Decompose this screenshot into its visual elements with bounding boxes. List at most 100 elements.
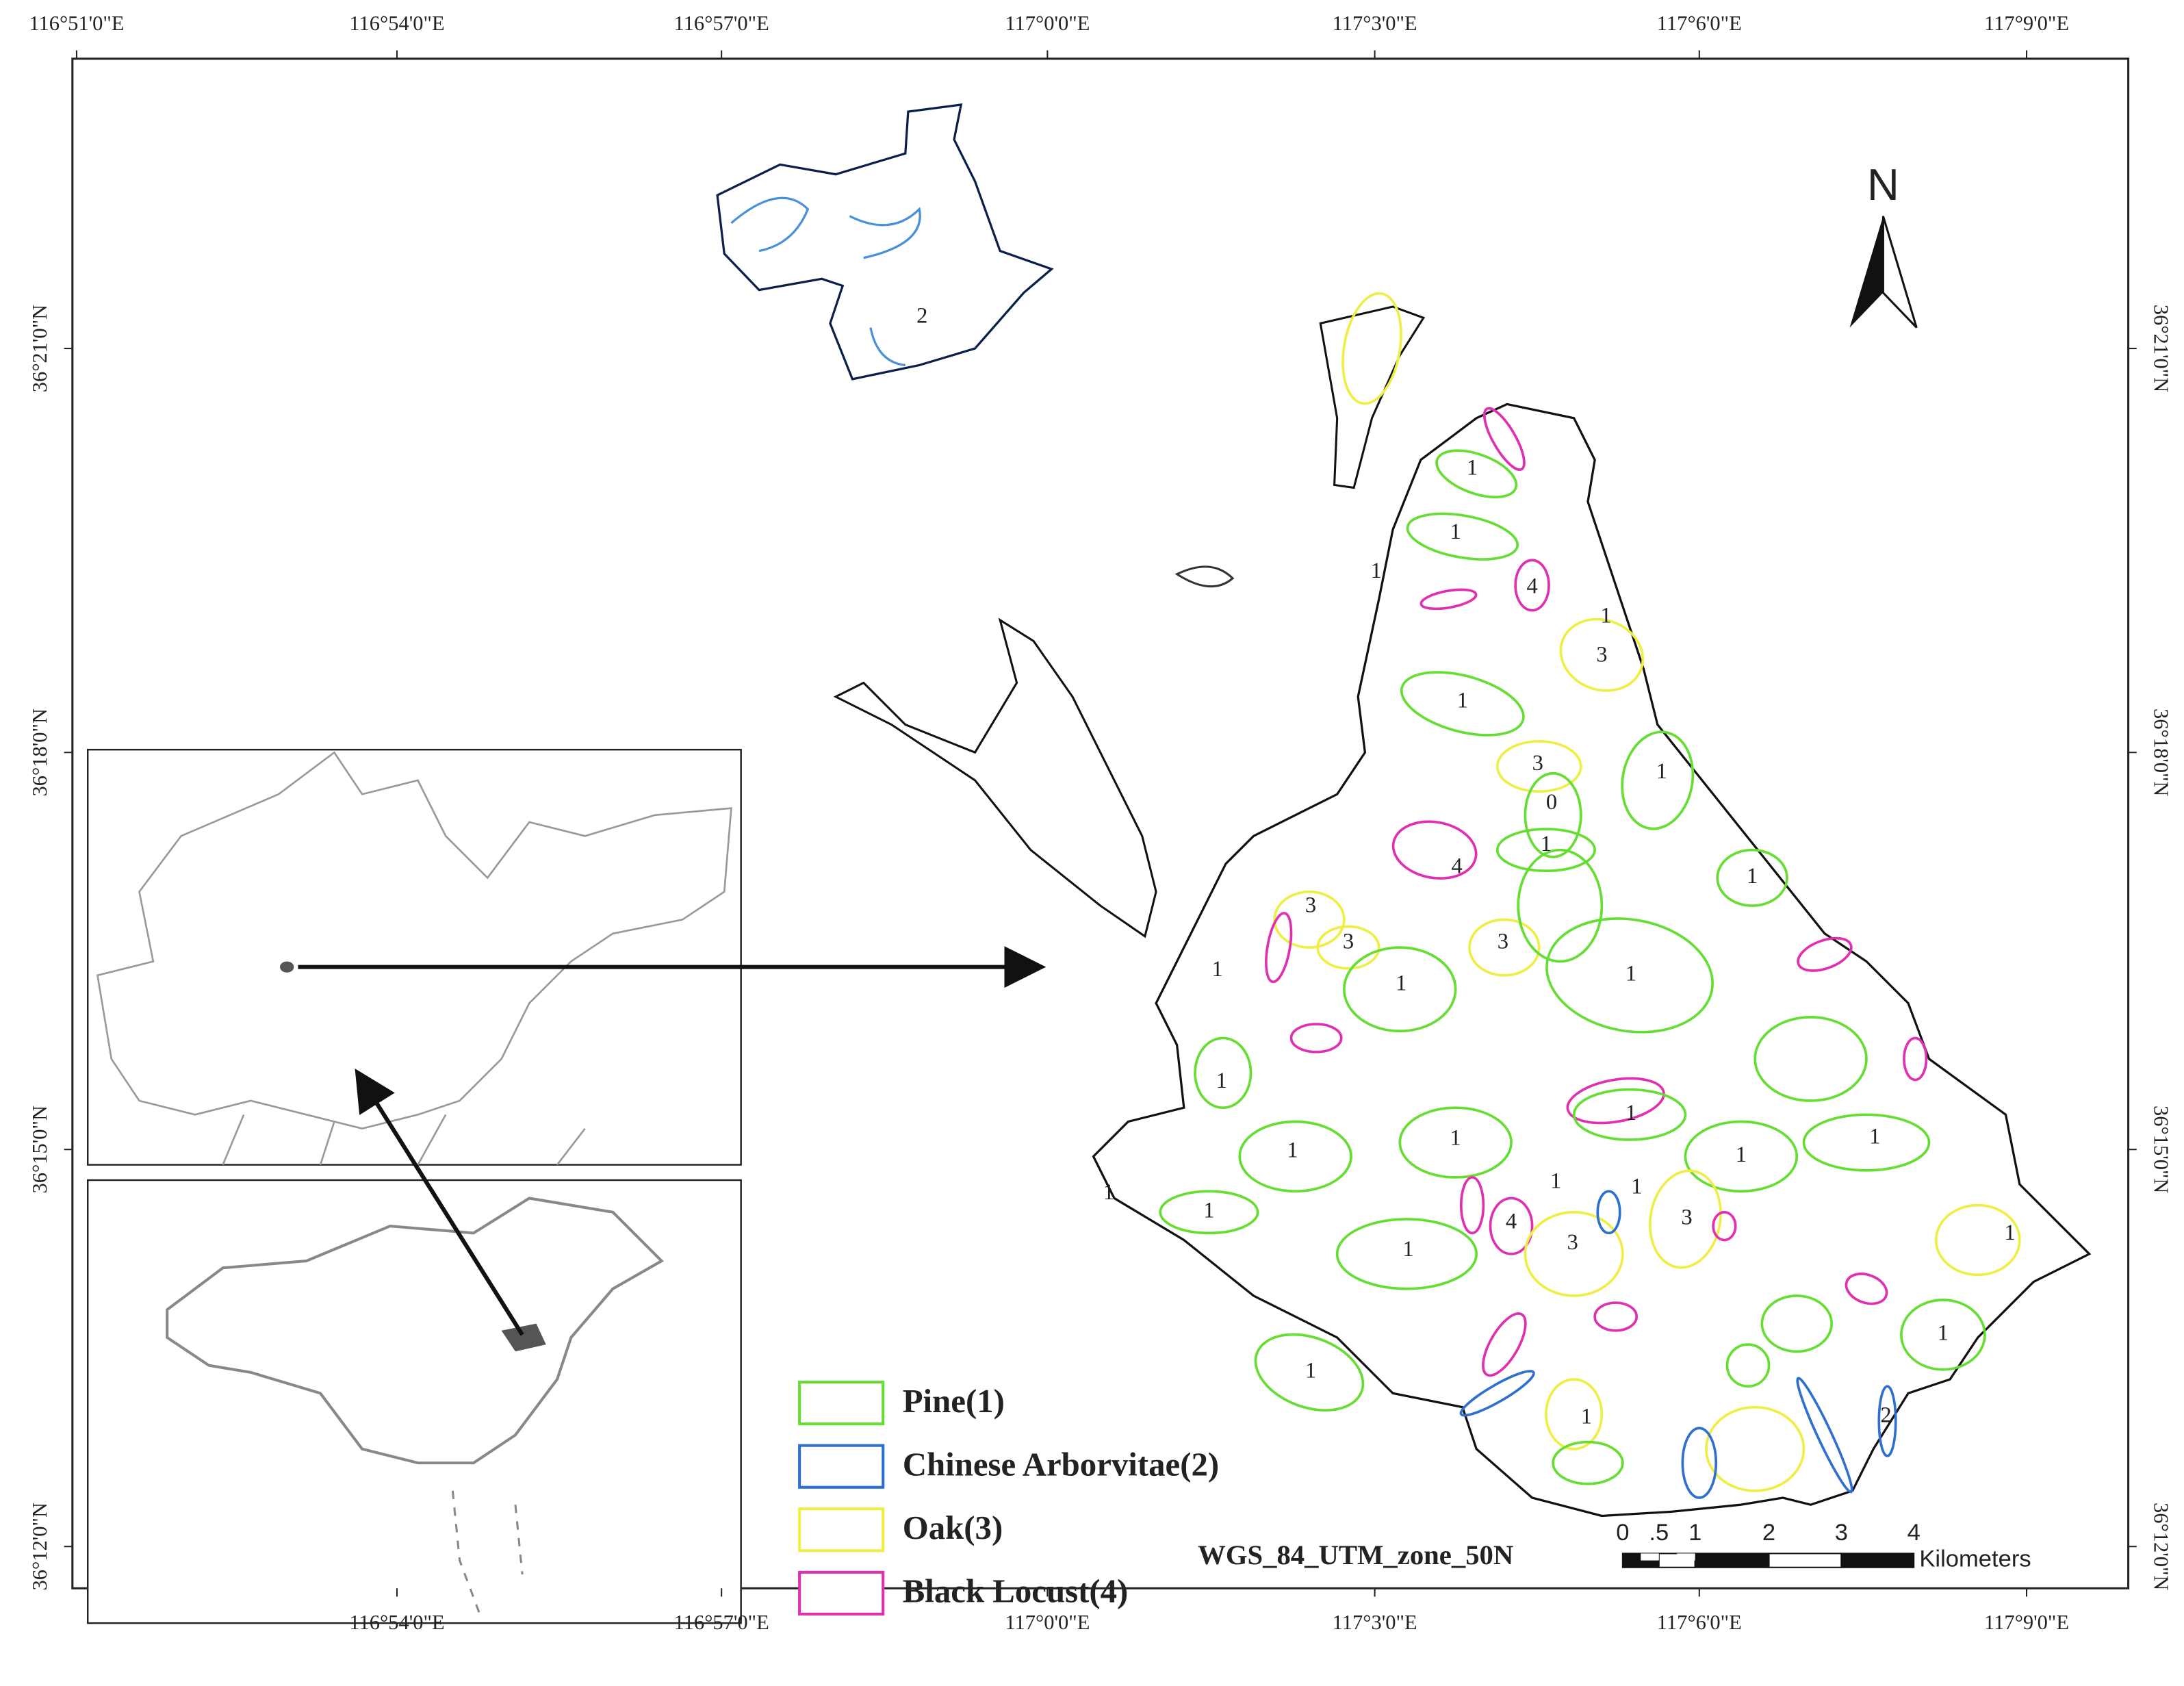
stand-outline — [1495, 828, 1596, 873]
longitude-label: 117°6'0"E — [1657, 1611, 1742, 1634]
scale-label: 1 — [1688, 1520, 1701, 1546]
scale-label: .5 — [1649, 1520, 1669, 1546]
stand-outline — [1596, 1190, 1621, 1235]
north-label: N — [1867, 159, 1899, 209]
stand-outline — [1194, 1036, 1252, 1109]
longitude-label: 116°57'0"E — [674, 1611, 769, 1634]
stand-outline — [1566, 1077, 1665, 1125]
longitude-label: 116°54'0"E — [349, 1611, 444, 1634]
latitude-label: 36°12'0"N — [2149, 1503, 2172, 1591]
stand-outline — [1468, 918, 1541, 977]
region-label: 2 — [916, 304, 927, 329]
region-outline — [833, 617, 1157, 938]
legend-swatch — [798, 1570, 885, 1615]
region-label: 1 — [1747, 864, 1758, 889]
island-outline — [716, 103, 1054, 381]
stand-outline — [1649, 1169, 1722, 1269]
legend-swatch — [798, 1381, 885, 1426]
north-arrow — [1881, 216, 1918, 329]
stand-outline — [1489, 1197, 1534, 1255]
stand-outline — [1797, 936, 1853, 972]
legend-label: Pine(1) — [903, 1382, 1005, 1420]
region-label: 1 — [1457, 688, 1468, 713]
region-label: 1 — [1203, 1198, 1214, 1223]
stand-outline — [1159, 1190, 1259, 1235]
stand-outline — [1341, 292, 1402, 405]
stand-outline — [1900, 1299, 1986, 1371]
region-label: 1 — [1581, 1404, 1592, 1429]
scale-segment — [1840, 1553, 1915, 1568]
stand-outline — [1621, 730, 1695, 830]
longitude-label: 117°3'0"E — [1333, 12, 1417, 35]
latitude-label: 36°15'0"N — [2149, 1106, 2172, 1194]
stand-outline — [1524, 771, 1582, 858]
projection-label: WGS_84_UTM_zone_50N — [1198, 1540, 1513, 1570]
region-outline — [1319, 305, 1426, 489]
stand-outline — [1265, 912, 1293, 984]
longitude-label: 117°0'0"E — [1005, 12, 1090, 35]
region-label: 3 — [1596, 642, 1607, 667]
stand-outline — [1716, 848, 1788, 907]
region-label: 1 — [1216, 1069, 1227, 1093]
scale-segment — [1677, 1553, 1695, 1561]
region-label: 1 — [1467, 456, 1478, 481]
inset-frame — [86, 1179, 742, 1624]
stand-outline — [1753, 1016, 1868, 1102]
region-label: 1 — [2004, 1221, 2015, 1245]
region-label: 1 — [1402, 1237, 1413, 1262]
scale-segment — [1641, 1553, 1659, 1561]
stand-outline — [1459, 1176, 1485, 1235]
study-area-spot — [280, 961, 294, 973]
region-label: 1 — [1541, 832, 1552, 856]
scale-label: 2 — [1762, 1520, 1775, 1546]
stand-outline — [1335, 1218, 1478, 1290]
scale-label: 0 — [1616, 1520, 1629, 1546]
region-label: 1 — [1450, 1125, 1461, 1150]
stand-outline — [1712, 1210, 1737, 1242]
longitude-label: 117°9'0"E — [1984, 1611, 2069, 1634]
legend-label: Black Locust(4) — [903, 1572, 1129, 1610]
north-arrow — [1849, 216, 1884, 328]
region-label: 1 — [1287, 1138, 1298, 1163]
latitude-label: 36°12'0"N — [28, 1503, 51, 1591]
region-label: 1 — [1938, 1320, 1949, 1345]
stand-outline — [1238, 1120, 1352, 1193]
longitude-label: 117°6'0"E — [1657, 12, 1742, 35]
stand-outline — [1681, 1427, 1718, 1499]
legend-label: Oak(3) — [903, 1509, 1003, 1546]
stand-outline — [1273, 890, 1346, 949]
scale-bar: 0 .5 1 2 3 4 — [1616, 1520, 1920, 1568]
region-label: 4 — [1526, 574, 1537, 599]
region-label: 1 — [1631, 1175, 1642, 1199]
legend-label: Chinese Arborvitae(2) — [903, 1445, 1219, 1483]
stand-outline — [1391, 820, 1478, 880]
stand-outline — [1877, 1385, 1897, 1457]
legend-swatch — [798, 1444, 885, 1489]
stand-outline — [1400, 671, 1525, 737]
locator-arrow — [355, 1069, 524, 1336]
longitude-label: 116°51'0"E — [29, 12, 124, 35]
region-label: 2 — [1880, 1403, 1891, 1427]
region-label: 4 — [1452, 854, 1463, 879]
region-label: 3 — [1498, 929, 1508, 954]
stands — [1159, 292, 2021, 1499]
stand-outline — [1552, 1440, 1624, 1485]
scale-label: 4 — [1907, 1520, 1920, 1546]
latitude-label: 36°18'0"N — [2149, 708, 2172, 796]
region-label: 3 — [1532, 751, 1543, 776]
region-label: 1 — [1396, 971, 1406, 996]
stand-outline — [1398, 1106, 1513, 1179]
stand-outline — [1845, 1273, 1888, 1305]
stand-outline — [1316, 925, 1380, 970]
stand-outline — [1419, 588, 1478, 611]
stand-outline — [1343, 946, 1457, 1033]
region-label: 3 — [1681, 1205, 1692, 1229]
stand-outline — [1482, 407, 1526, 471]
scale-label: 3 — [1835, 1520, 1848, 1546]
longitude-label: 116°57'0"E — [674, 12, 769, 35]
region-label: 1 — [1869, 1124, 1880, 1149]
stand-outline — [1517, 848, 1604, 963]
stand-outline — [1796, 1377, 1853, 1494]
